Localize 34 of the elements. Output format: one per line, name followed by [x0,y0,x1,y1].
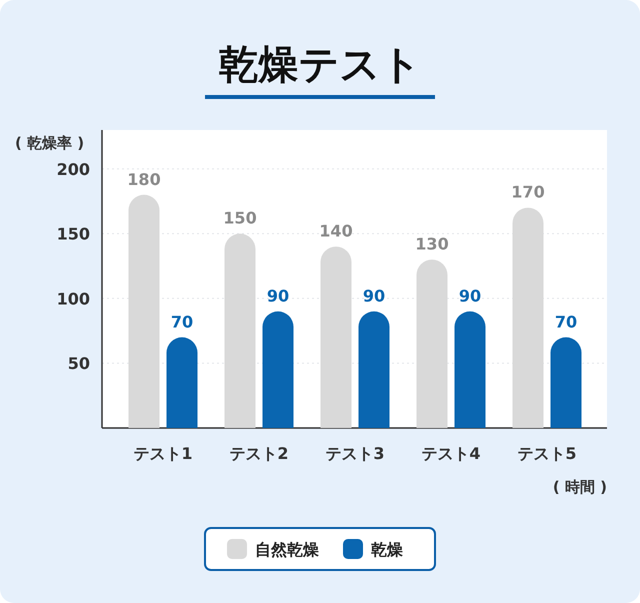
y-tick-label: 200 [56,160,90,179]
bar [166,337,198,428]
legend-label: 自然乾燥 [255,540,319,559]
bar [512,208,544,428]
bar [358,311,390,428]
bar [416,260,448,428]
x-axis-title: ( 時間 ) [552,478,607,496]
y-axis-title: ( 乾燥率 ) [15,134,84,152]
bar [550,337,582,428]
data-label: 180 [127,170,161,189]
x-tick-label: テスト5 [517,444,577,463]
chart-title: 乾燥テスト [218,42,422,88]
bar [224,234,256,428]
x-tick-label: テスト2 [229,444,289,463]
x-tick-label: テスト1 [133,444,193,463]
data-label: 170 [511,182,545,202]
data-label: 140 [319,222,353,241]
data-label: 90 [266,286,290,306]
x-tick-label: テスト3 [325,444,385,463]
bar [128,194,160,428]
bar [454,311,486,428]
y-tick-label: 50 [68,354,90,374]
bar [320,246,352,428]
data-label: 70 [170,312,194,332]
legend-label: 乾燥 [371,540,403,559]
data-label: 90 [362,286,386,306]
data-label: 130 [415,234,449,254]
data-label: 70 [554,312,578,332]
bar [262,311,294,428]
data-label: 150 [223,208,257,228]
y-tick-label: 150 [56,224,90,244]
data-label: 90 [458,286,482,306]
y-tick-label: 100 [56,289,90,308]
x-tick-label: テスト4 [421,444,481,463]
